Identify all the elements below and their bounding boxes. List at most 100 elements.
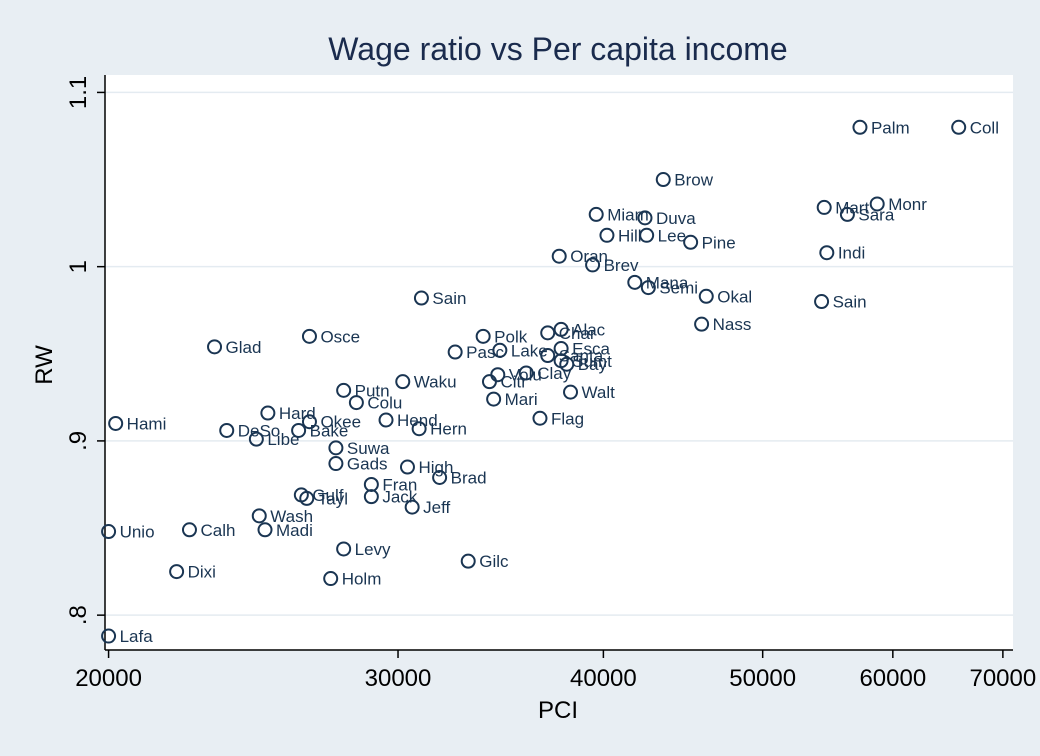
scatter-point-flag: Flag — [532, 409, 584, 428]
x-tick-label: 60000 — [859, 665, 926, 692]
point-marker — [819, 245, 835, 261]
point-label: Hami — [127, 414, 167, 433]
point-marker — [683, 234, 699, 250]
y-tick-label: 1.1 — [65, 76, 92, 109]
x-axis-title: PCI — [538, 697, 578, 724]
point-marker — [532, 410, 548, 426]
scatter-point-brad: Brad — [432, 469, 487, 488]
scatter-point-sain: Sain — [814, 293, 867, 312]
x-tick-label: 20000 — [75, 665, 142, 692]
point-label: Brev — [604, 256, 639, 275]
point-label: Volu — [509, 366, 542, 385]
scatter-point-palm: Palm — [852, 118, 910, 137]
scatter-point-colu: Colu — [348, 394, 402, 413]
point-label: Putn — [355, 381, 390, 400]
point-marker — [108, 415, 124, 431]
point-label: Citr — [500, 373, 527, 392]
scatter-point-brev: Brev — [585, 256, 639, 275]
point-label: Brad — [451, 469, 487, 488]
point-label: Mari — [505, 390, 538, 409]
point-label: Jeff — [423, 498, 450, 517]
scatter-point-suwa: Suwa — [328, 439, 390, 458]
point-marker — [816, 199, 832, 215]
y-tick-label: .8 — [65, 605, 92, 625]
point-label: DeSo — [238, 421, 281, 440]
point-marker — [299, 490, 315, 506]
scatter-point-nass: Nass — [694, 315, 751, 334]
scatter-point-mari: Mari — [486, 390, 538, 409]
scatter-point-holm: Holm — [323, 570, 382, 589]
scatter-point-walt: Walt — [563, 383, 616, 402]
scatter-point-madi: Madi — [257, 521, 313, 540]
scatter-point-lake: Lake — [492, 341, 548, 360]
point-marker — [639, 227, 655, 243]
point-label: Palm — [871, 118, 910, 137]
scatter-point-bake: Bake — [291, 421, 348, 440]
scatter-point-char: Char — [540, 324, 596, 343]
point-label: Bay — [578, 355, 608, 374]
point-marker — [563, 384, 579, 400]
point-label: Okee — [320, 413, 361, 432]
point-label: Mana — [646, 273, 689, 292]
point-label: Glad — [226, 338, 262, 357]
point-marker — [551, 248, 567, 264]
point-label: Esca — [572, 340, 610, 359]
point-marker — [447, 344, 463, 360]
point-label: Pasc — [466, 343, 504, 362]
point-marker — [553, 321, 569, 337]
scatter-point-libe: Libe — [248, 430, 299, 449]
x-tick-label: 70000 — [969, 665, 1036, 692]
point-marker — [301, 328, 317, 344]
point-label: Hend — [397, 411, 438, 430]
point-label: Coll — [970, 118, 999, 137]
point-label: Mart — [835, 198, 869, 217]
point-label: Sumt — [572, 352, 612, 371]
point-marker — [251, 508, 267, 524]
point-label: Dixi — [188, 563, 216, 582]
scatter-point-glad: Glad — [207, 338, 262, 357]
point-label: Miam — [607, 205, 649, 224]
scatter-point-gads: Gads — [328, 455, 388, 474]
point-marker — [413, 290, 429, 306]
point-label: Okal — [717, 287, 752, 306]
point-label: Indi — [838, 244, 865, 263]
scatter-point-deso: DeSo — [219, 421, 281, 440]
point-label: Suwa — [347, 439, 390, 458]
point-label: Colu — [367, 394, 402, 413]
scatter-point-jeff: Jeff — [404, 498, 451, 517]
scatter-point-pine: Pine — [683, 233, 736, 252]
scatter-point-pasc: Pasc — [447, 343, 504, 362]
scatter-point-indi: Indi — [819, 244, 865, 263]
point-label: Brow — [674, 171, 713, 190]
point-marker — [951, 119, 967, 135]
scatter-point-polk: Polk — [475, 327, 528, 346]
x-tick-label: 50000 — [729, 665, 796, 692]
point-label: Walt — [582, 383, 616, 402]
point-label: Waku — [414, 373, 457, 392]
point-label: Calh — [200, 521, 235, 540]
point-marker — [248, 431, 264, 447]
gridlines — [105, 91, 1013, 616]
point-label: Gulf — [312, 486, 343, 505]
point-label: Duva — [656, 209, 696, 228]
point-marker — [101, 628, 117, 644]
point-label: Char — [559, 324, 596, 343]
point-label: Unio — [120, 523, 155, 542]
y-tick-label: .9 — [65, 431, 92, 451]
point-marker — [540, 325, 556, 341]
point-marker — [637, 210, 653, 226]
point-marker — [518, 365, 534, 381]
point-label: Hern — [430, 420, 467, 439]
point-label: Jack — [382, 488, 417, 507]
point-marker — [395, 374, 411, 390]
point-marker — [655, 172, 671, 188]
scatter-point-hami: Hami — [108, 414, 167, 433]
point-marker — [585, 257, 601, 273]
point-marker — [378, 412, 394, 428]
point-label: Polk — [494, 327, 528, 346]
point-label: Holm — [342, 570, 382, 589]
point-label: Sara — [858, 205, 894, 224]
scatter-point-coll: Coll — [951, 118, 999, 137]
scatter-point-unio: Unio — [101, 523, 155, 542]
point-label: Sain — [833, 293, 867, 312]
